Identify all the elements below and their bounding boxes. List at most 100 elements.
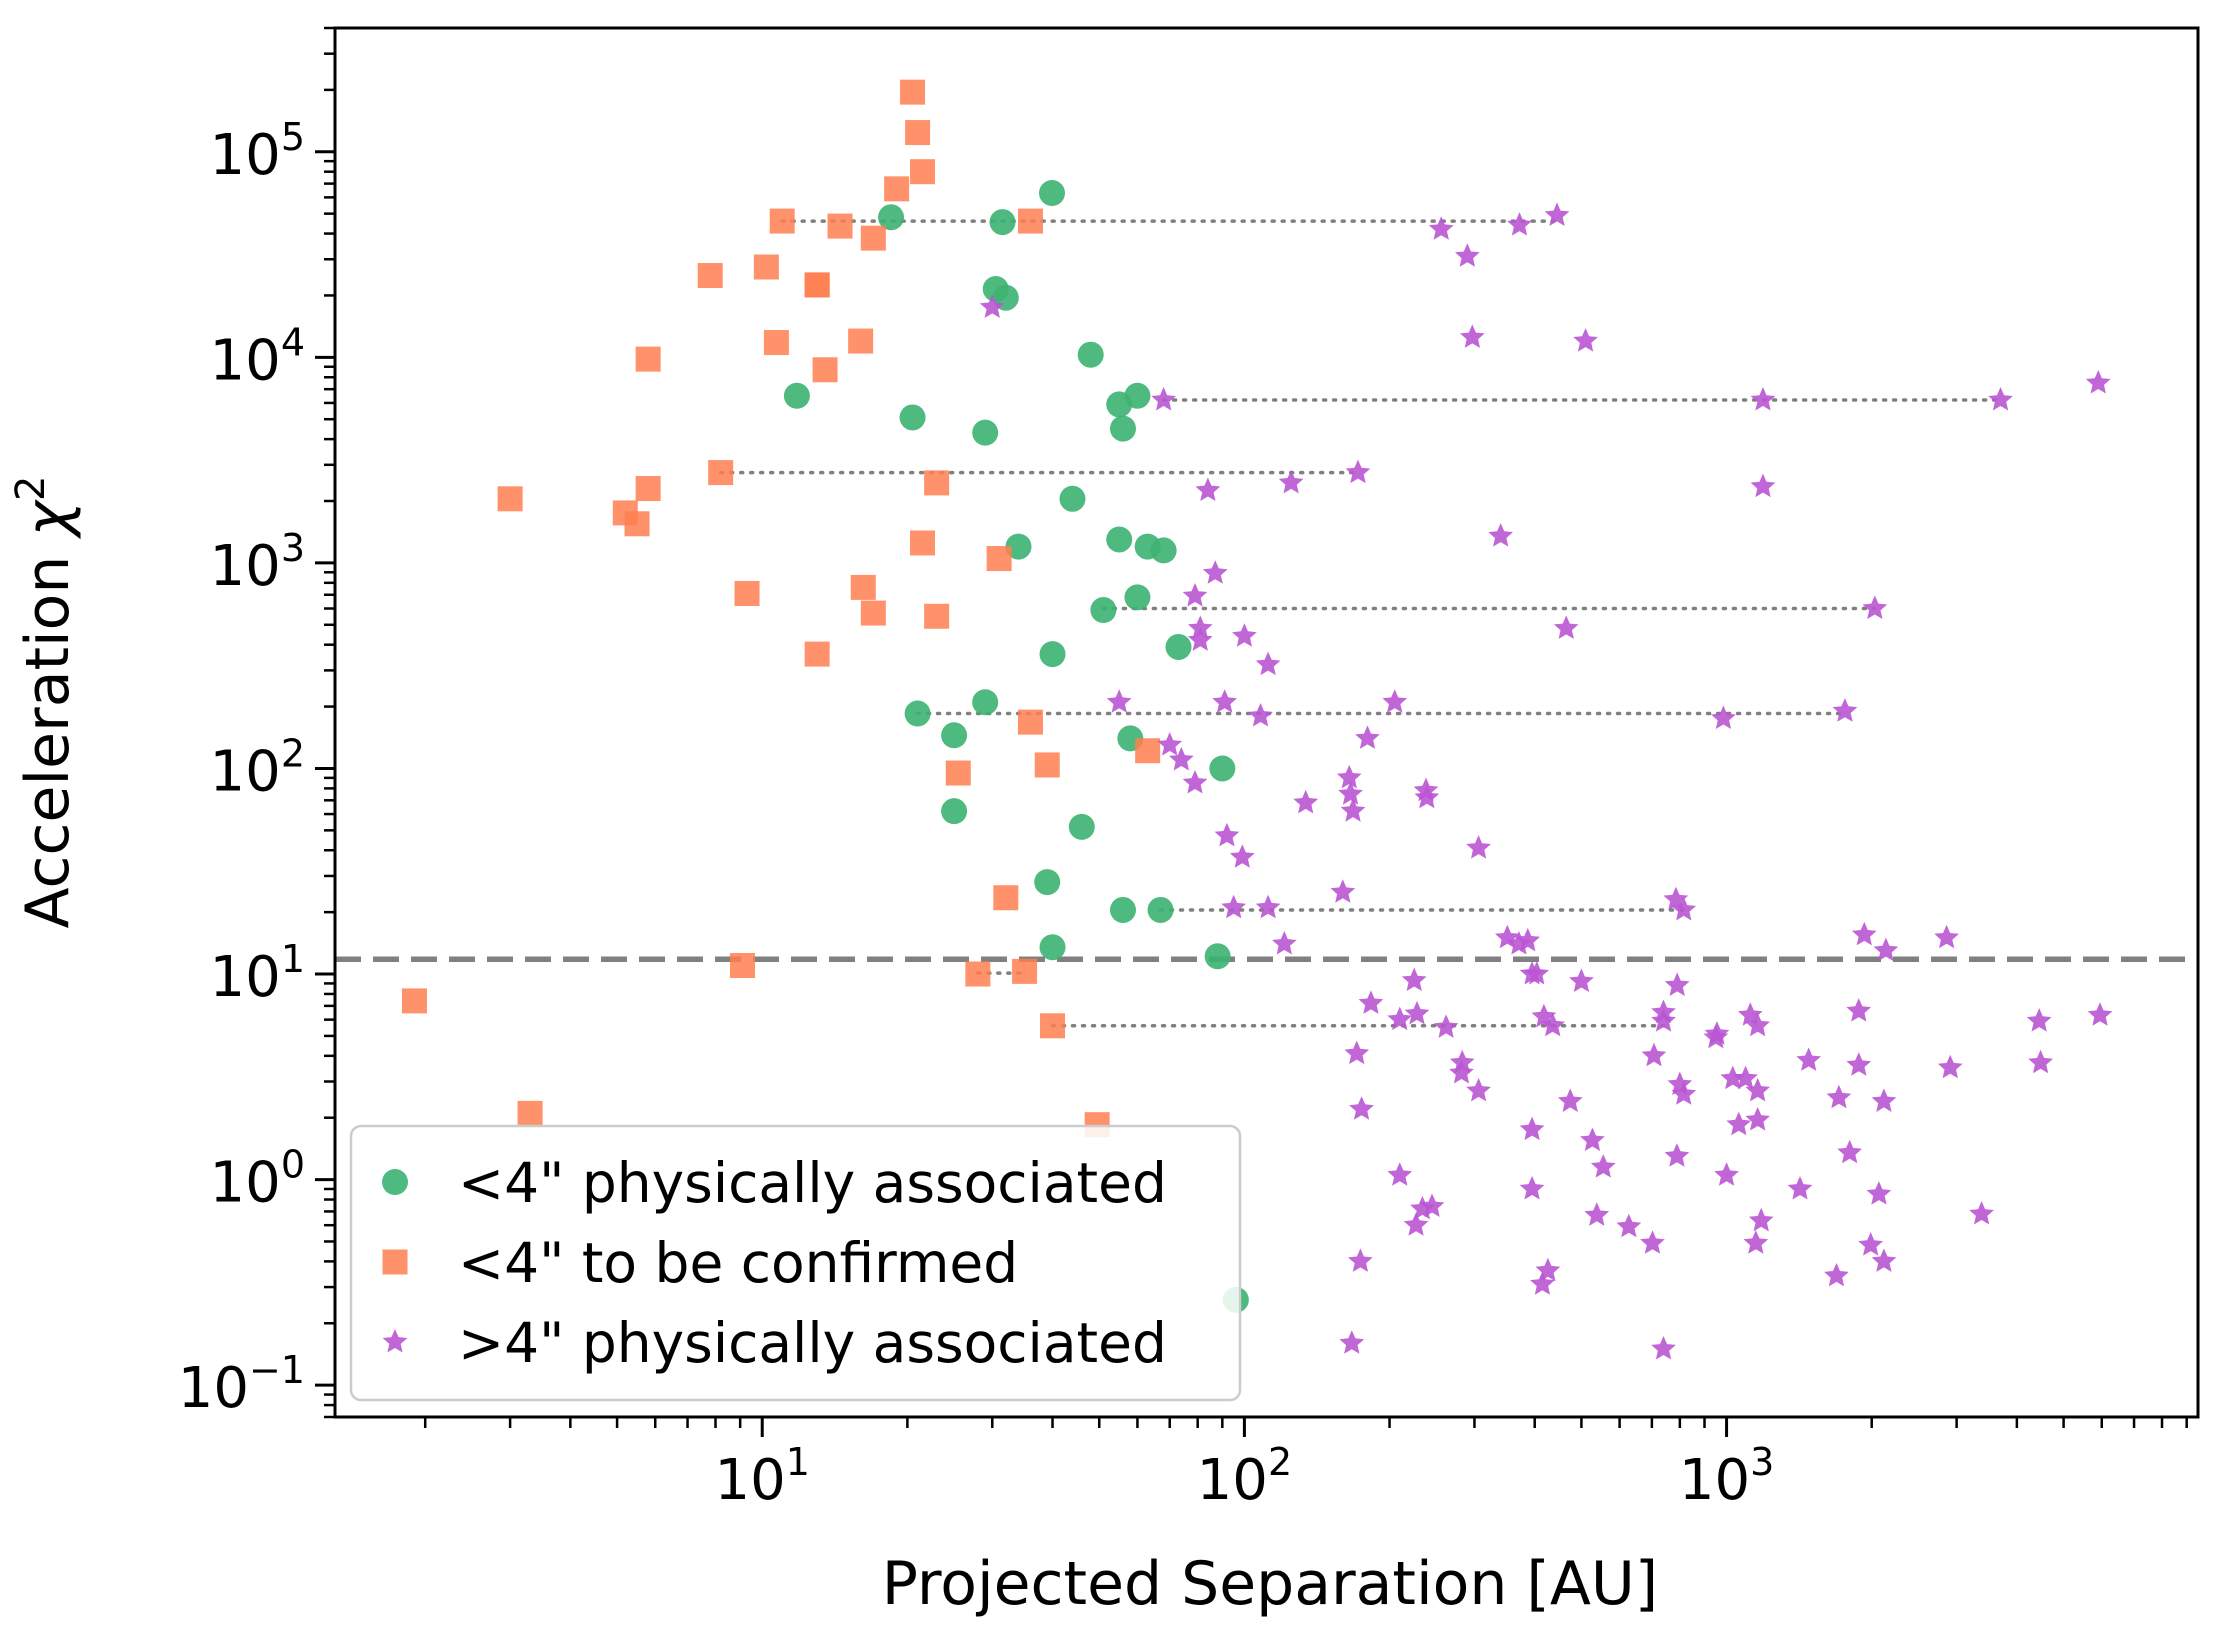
data-point-circle xyxy=(1150,537,1177,564)
data-point-square xyxy=(763,330,789,356)
data-point-star xyxy=(1449,1049,1475,1074)
data-point-star xyxy=(1580,1127,1605,1151)
data-point-star xyxy=(1641,1042,1667,1067)
data-point-star xyxy=(1651,1336,1676,1360)
data-point-square xyxy=(769,208,795,234)
data-point-star xyxy=(1748,1207,1774,1232)
data-point-star xyxy=(1419,1193,1445,1217)
data-point-star xyxy=(1345,459,1371,484)
data-point-star xyxy=(1414,784,1440,809)
data-point-star xyxy=(1934,924,1959,949)
data-point-star xyxy=(1745,1107,1770,1131)
y-tick-exponent: 2 xyxy=(281,731,305,775)
data-point-circle xyxy=(1147,896,1174,923)
data-point-circle xyxy=(1165,633,1192,660)
data-point-square xyxy=(860,600,886,626)
data-point-square xyxy=(635,476,661,502)
data-point-star xyxy=(1745,1012,1770,1037)
y-tick-base: 10 xyxy=(210,534,281,599)
data-point-star xyxy=(1714,1162,1739,1186)
data-point-circle xyxy=(941,798,968,825)
y-axis-title-sup: 2 xyxy=(8,476,54,501)
data-point-star xyxy=(1338,781,1363,805)
y-tick-exponent: 0 xyxy=(281,1143,305,1187)
data-point-star xyxy=(1745,1077,1770,1102)
data-point-star xyxy=(1358,990,1384,1014)
data-point-square xyxy=(1040,1013,1066,1039)
legend: <4" physically associated <4" to be conf… xyxy=(349,1124,1242,1402)
y-tick-exponent: 4 xyxy=(281,320,305,364)
data-point-square xyxy=(850,574,876,600)
data-point-star xyxy=(1640,1230,1665,1254)
data-point-circle xyxy=(878,204,905,231)
data-point-star xyxy=(1553,615,1579,639)
data-point-square xyxy=(945,760,971,786)
data-point-star xyxy=(979,294,1005,318)
data-point-circle xyxy=(1109,415,1136,442)
data-point-star xyxy=(1671,1081,1697,1105)
data-point-circle xyxy=(1124,584,1151,611)
y-tick-label: 102 xyxy=(210,731,305,804)
data-point-star xyxy=(1169,747,1194,771)
data-point-star xyxy=(1969,1201,1994,1225)
data-point-star xyxy=(1846,1052,1872,1076)
data-point-circle xyxy=(1034,869,1061,896)
data-point-star xyxy=(1651,999,1676,1023)
data-point-star xyxy=(1404,1000,1430,1025)
data-point-square xyxy=(965,961,991,987)
data-point-star xyxy=(1858,1232,1883,1256)
data-point-star xyxy=(1573,328,1598,352)
y-tick-label: 100 xyxy=(210,1143,305,1216)
data-point-square xyxy=(910,159,936,185)
legend-label-physically-associated-outer: >4" physically associated xyxy=(458,1311,1167,1375)
data-point-square xyxy=(729,953,755,979)
data-point-star xyxy=(1339,1330,1365,1354)
data-point-circle xyxy=(1039,934,1066,961)
data-point-star xyxy=(1401,967,1427,991)
data-point-star xyxy=(1455,243,1480,267)
data-point-square xyxy=(905,120,931,146)
connector-lines xyxy=(718,219,2003,1028)
data-point-star xyxy=(1664,972,1690,996)
data-point-square xyxy=(986,546,1012,572)
data-point-circle xyxy=(783,382,810,409)
data-point-star xyxy=(1846,998,1872,1022)
y-tick-label: 103 xyxy=(210,526,305,599)
data-point-star xyxy=(1355,725,1380,749)
data-point-star xyxy=(1202,560,1228,584)
data-point-star xyxy=(1387,1006,1413,1031)
data-point-star xyxy=(1519,961,1545,985)
data-point-star xyxy=(1157,732,1183,756)
data-point-circle xyxy=(1059,485,1086,512)
data-point-star xyxy=(1530,1271,1555,1295)
data-point-circle xyxy=(972,689,999,716)
x-tick-base: 10 xyxy=(715,1448,786,1513)
data-point-circle xyxy=(1209,755,1236,782)
y-tick-exponent: −1 xyxy=(249,1348,305,1392)
y-tick-exponent: 3 xyxy=(281,526,305,570)
data-point-circle xyxy=(1077,341,1104,368)
data-point-star xyxy=(1832,698,1858,722)
data-point-star xyxy=(1540,1012,1566,1037)
data-point-star xyxy=(2085,370,2111,394)
y-tick-base: 10 xyxy=(178,1356,249,1421)
data-point-square xyxy=(624,511,650,537)
data-point-star xyxy=(1212,689,1237,713)
data-point-star xyxy=(1519,1176,1545,1200)
data-point-star xyxy=(1750,387,1776,411)
data-point-star xyxy=(1866,1181,1892,1205)
data-point-star xyxy=(1720,1065,1746,1090)
data-point-square xyxy=(517,1100,543,1126)
data-point-star xyxy=(1221,894,1246,919)
data-point-star xyxy=(1590,1154,1616,1178)
data-point-star xyxy=(1182,770,1208,794)
x-tick-exponent: 3 xyxy=(1750,1440,1774,1484)
data-point-square xyxy=(1135,738,1161,764)
data-point-star xyxy=(1557,1088,1583,1112)
data-point-square xyxy=(497,486,523,512)
series-star-points xyxy=(979,202,2113,1360)
y-tick-label: 101 xyxy=(210,937,305,1010)
data-point-star xyxy=(1232,623,1257,647)
y-tick-exponent: 1 xyxy=(281,937,305,981)
data-point-star xyxy=(1837,1139,1862,1164)
